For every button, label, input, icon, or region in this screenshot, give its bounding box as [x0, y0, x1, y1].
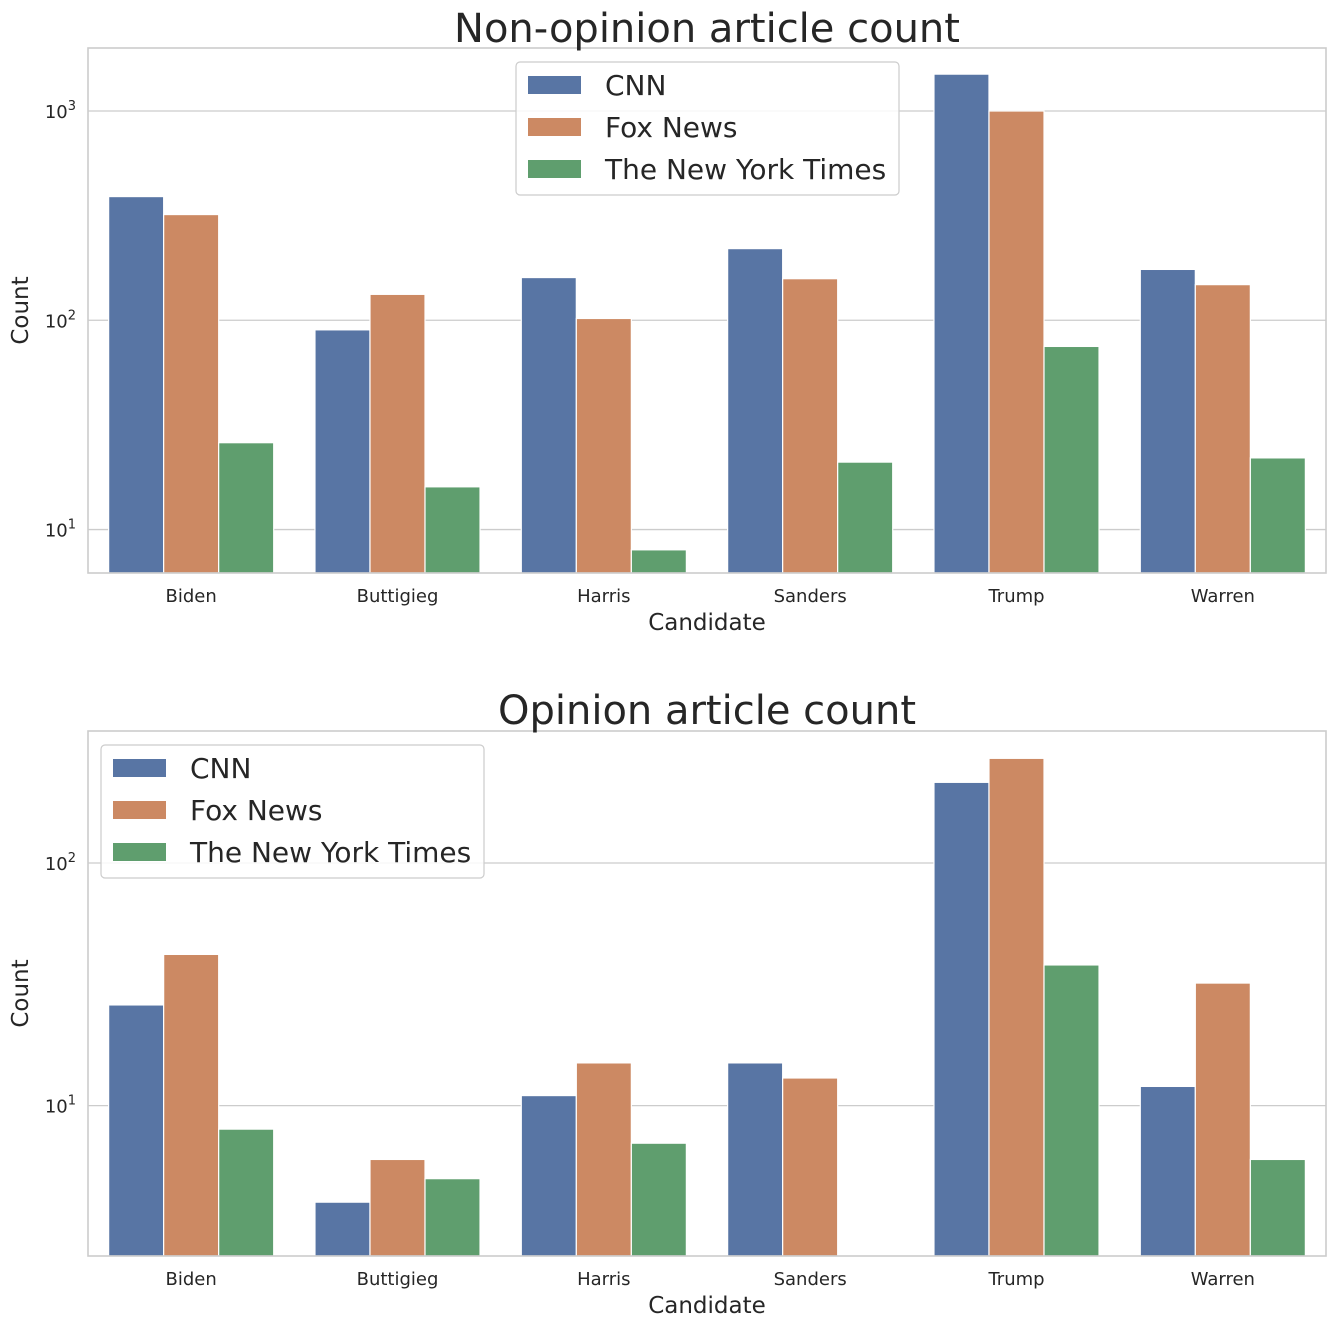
legend: CNN Fox News The New York Times [100, 744, 485, 879]
bar-biden-the-new-york-times [218, 442, 275, 574]
y-tick-label: 102 [45, 308, 76, 332]
y-tick-label: 103 [45, 99, 76, 123]
legend-swatch-cnn [528, 76, 581, 94]
x-axis-label: Candidate [648, 610, 766, 636]
legend: CNN Fox News The New York Times [515, 61, 900, 196]
legend-label-cnn: CNN [605, 69, 666, 102]
bar-biden-cnn [108, 195, 165, 574]
bar-biden-fox-news [163, 953, 220, 1257]
x-tick-label: Buttigieg [357, 586, 439, 607]
bar-biden-cnn [108, 1004, 165, 1257]
legend-box [100, 744, 485, 879]
y-tick-label: 102 [45, 851, 76, 875]
legend-swatch-fox-news [528, 118, 581, 136]
x-tick-label: Harris [577, 586, 630, 607]
plot-frame [87, 730, 1327, 1257]
bar-warren-cnn [1139, 268, 1196, 574]
bar-sanders-cnn [727, 248, 784, 574]
legend-swatch-cnn [113, 759, 166, 777]
x-tick-label: Biden [166, 586, 217, 607]
bar-biden-the-new-york-times [218, 1128, 275, 1257]
bar-harris-the-new-york-times [630, 549, 687, 574]
legend-swatch-the-new-york-times [528, 160, 581, 178]
legend-swatch-the-new-york-times [113, 843, 166, 861]
bar-buttigieg-cnn [314, 329, 371, 574]
bar-buttigieg-the-new-york-times [424, 486, 481, 574]
y-axis-label: Count [8, 276, 34, 344]
x-tick-label: Sanders [774, 586, 847, 607]
legend-label-fox-news: Fox News [605, 111, 738, 144]
bar-buttigieg-cnn [314, 1201, 371, 1257]
bar-warren-cnn [1139, 1085, 1196, 1257]
legend-box [515, 61, 900, 196]
bar-warren-the-new-york-times [1249, 457, 1306, 574]
bar-buttigieg-fox-news [369, 1158, 426, 1257]
bar-buttigieg-the-new-york-times [424, 1178, 481, 1257]
bar-warren-fox-news [1194, 982, 1251, 1257]
bar-harris-fox-news [575, 1062, 632, 1257]
legend-label-the-new-york-times: The New York Times [604, 153, 886, 186]
bar-trump-fox-news [988, 757, 1045, 1257]
bar-trump-cnn [933, 781, 990, 1257]
bar-harris-the-new-york-times [630, 1142, 687, 1257]
bar-warren-fox-news [1194, 284, 1251, 574]
x-tick-label: Warren [1191, 1269, 1255, 1290]
x-axis-label: Candidate [648, 1293, 766, 1319]
x-tick-label: Harris [577, 1269, 630, 1290]
plot-frame [87, 47, 1327, 574]
bar-sanders-fox-news [782, 278, 839, 574]
legend-label-cnn: CNN [190, 752, 251, 785]
chart-title: Non-opinion article count [454, 6, 960, 52]
bar-sanders-fox-news [782, 1077, 839, 1257]
x-tick-label: Biden [166, 1269, 217, 1290]
x-tick-label: Warren [1191, 586, 1255, 607]
x-tick-label: Trump [987, 586, 1044, 607]
chart-panel-1: 101 102 103 Biden Buttigieg Harris Sanders Trum… [8, 6, 1327, 636]
chart-title: Opinion article count [498, 688, 916, 734]
y-tick-label: 101 [45, 518, 76, 542]
bar-trump-the-new-york-times [1043, 964, 1100, 1257]
bar-warren-the-new-york-times [1249, 1158, 1306, 1257]
bar-biden-fox-news [163, 213, 220, 574]
bar-sanders-cnn [727, 1062, 784, 1257]
legend-label-the-new-york-times: The New York Times [189, 836, 471, 869]
y-axis-label: Count [8, 959, 34, 1027]
y-tick-label: 101 [45, 1094, 76, 1118]
bar-trump-fox-news [988, 110, 1045, 574]
legend-label-fox-news: Fox News [190, 794, 323, 827]
bar-harris-cnn [520, 276, 577, 574]
bar-sanders-the-new-york-times [837, 461, 894, 574]
chart-panel-2: 101 102 Biden Buttigieg Harris Sanders Trump Wa… [8, 688, 1327, 1319]
x-tick-label: Buttigieg [357, 1269, 439, 1290]
x-tick-label: Trump [987, 1269, 1044, 1290]
legend-swatch-fox-news [113, 801, 166, 819]
x-tick-label: Sanders [774, 1269, 847, 1290]
bar-harris-cnn [520, 1094, 577, 1257]
bar-trump-the-new-york-times [1043, 345, 1100, 574]
bar-harris-fox-news [575, 317, 632, 574]
bar-buttigieg-fox-news [369, 293, 426, 574]
bar-trump-cnn [933, 73, 990, 574]
